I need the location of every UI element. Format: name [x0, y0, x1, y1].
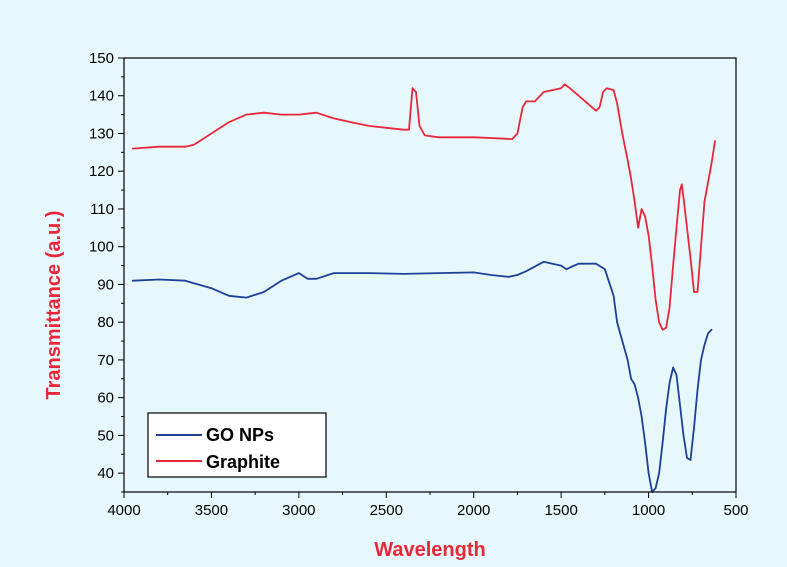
x-axis-title: Wavelength — [374, 539, 486, 561]
x-tick-label: 1500 — [544, 502, 577, 519]
y-tick-label: 110 — [90, 201, 114, 218]
y-tick-label: 100 — [89, 239, 114, 256]
y-tick-label: 150 — [89, 50, 114, 67]
tick-labels: 4000 3500 3000 2500 2000 1500 1000 500 40 50 60 70 8… — [89, 50, 749, 519]
y-tick-label: 60 — [97, 390, 114, 407]
y-tick-label: 120 — [89, 163, 114, 180]
y-tick-label: 90 — [97, 276, 114, 293]
y-tick-label: 80 — [97, 314, 114, 331]
series-line-graphite — [131, 83, 716, 331]
legend-label-graphite: Graphite — [206, 452, 280, 472]
x-tick-label: 2500 — [370, 502, 403, 519]
legend-label-go-nps: GO NPs — [206, 425, 274, 445]
series-line-go-nps — [131, 260, 713, 493]
y-tick-label: 130 — [89, 125, 114, 142]
y-tick-label: 70 — [97, 352, 114, 369]
legend-box — [147, 412, 327, 478]
y-tick-label: 50 — [97, 427, 114, 444]
y-tick-label: 40 — [97, 465, 114, 482]
x-tick-label: 1000 — [632, 502, 665, 519]
y-tick-label: 140 — [89, 88, 114, 105]
series-layer — [131, 83, 716, 493]
x-tick-label: 4000 — [107, 502, 140, 519]
y-axis-title: Transmittance (a.u.) — [43, 211, 65, 400]
x-tick-label: 500 — [723, 502, 748, 519]
x-tick-label: 2000 — [457, 502, 490, 519]
x-tick-label: 3500 — [195, 502, 228, 519]
x-tick-label: 3000 — [282, 502, 315, 519]
legend: GO NPs Graphite — [147, 412, 327, 478]
plot-frame — [123, 57, 737, 493]
